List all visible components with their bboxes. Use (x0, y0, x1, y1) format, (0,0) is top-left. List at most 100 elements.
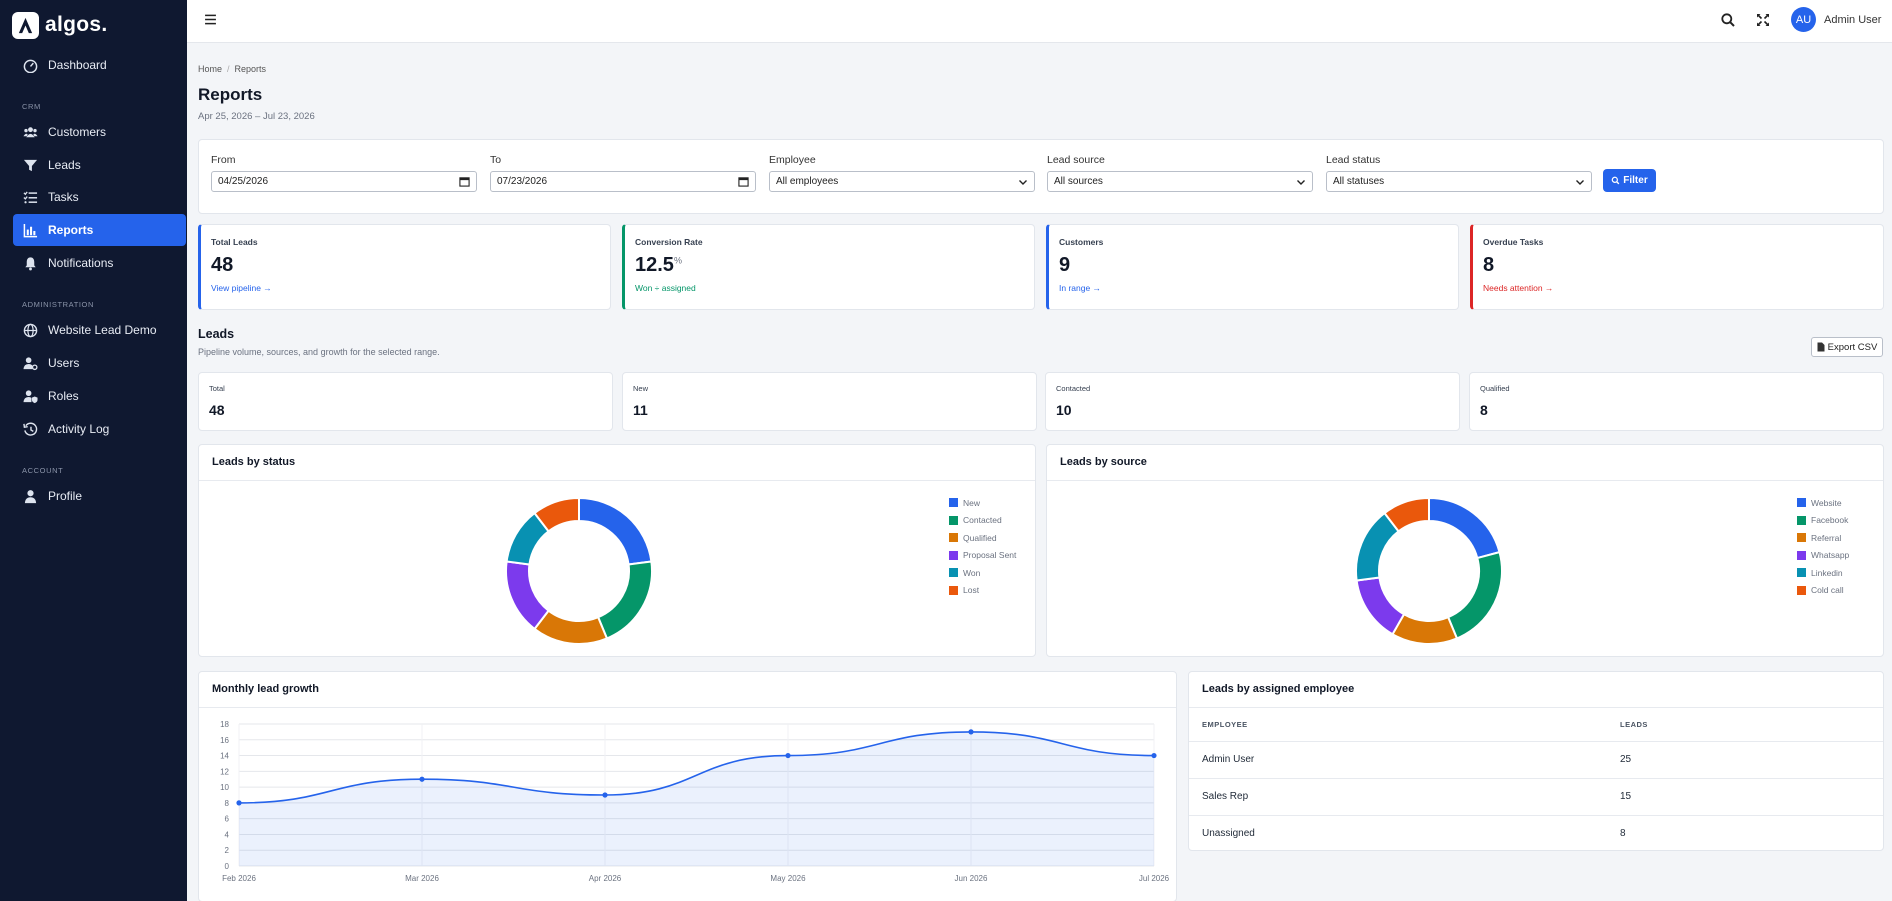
in-range-link[interactable]: In range → (1059, 283, 1102, 293)
legend-item[interactable]: Proposal Sent (949, 547, 1016, 565)
legend-item[interactable]: Whatsapp (1797, 547, 1849, 565)
chevron-down-icon (1019, 179, 1027, 185)
sidebar-item-notifications[interactable]: Notifications (13, 247, 186, 279)
user-name[interactable]: Admin User (1824, 14, 1882, 26)
legend-swatch (949, 550, 958, 560)
sidebar-section-administration: ADMINISTRATION (22, 300, 95, 309)
data-point[interactable] (236, 800, 242, 806)
brand-mark-icon (12, 11, 39, 39)
avatar[interactable]: AU (1791, 7, 1816, 32)
legend-item[interactable]: Cold call (1797, 582, 1849, 600)
legend-item[interactable]: Won (949, 564, 1016, 582)
legend-swatch (949, 568, 958, 578)
data-point[interactable] (602, 792, 608, 798)
view-pipeline-link[interactable]: View pipeline → (211, 283, 272, 293)
fullscreen-icon[interactable] (1755, 12, 1771, 28)
leads-by-source-chart (1355, 496, 1503, 645)
legend-label: New (963, 497, 981, 508)
sidebar-item-roles[interactable]: Roles (13, 380, 186, 412)
y-tick-label: 0 (225, 862, 230, 871)
export-csv-button[interactable]: Export CSV (1811, 337, 1883, 357)
legend-item[interactable]: Qualified (949, 529, 1016, 547)
status-filter: Lead status All statuses (1326, 154, 1592, 192)
legend-item[interactable]: New (949, 494, 1016, 512)
sidebar-item-label: Website Lead Demo (48, 323, 157, 337)
sidebar-section-account: ACCOUNT (22, 466, 64, 475)
status-label: Lead status (1326, 154, 1381, 166)
sidebar-item-leads[interactable]: Leads (13, 149, 186, 181)
leads-section-title: Leads (198, 327, 235, 341)
dashboard-icon (23, 59, 38, 73)
x-tick-label: Apr 2026 (589, 874, 622, 883)
sidebar-item-label: Notifications (48, 256, 114, 270)
x-tick-label: Mar 2026 (405, 874, 439, 883)
legend-item[interactable]: Contacted (949, 512, 1016, 530)
legend-label: Proposal Sent (963, 550, 1017, 561)
export-csv-label: Export CSV (1827, 341, 1878, 353)
filter-button[interactable]: Filter (1603, 169, 1656, 192)
from-label: From (211, 154, 236, 166)
legend-item[interactable]: Website (1797, 494, 1849, 512)
to-date-input[interactable]: 07/23/2026 (490, 171, 756, 192)
legend-label: Whatsapp (1811, 550, 1850, 561)
users-group-icon (23, 126, 38, 137)
kpi-value: 12.5% (635, 254, 1024, 277)
column-header-employee[interactable]: EMPLOYEE (1189, 708, 1607, 742)
sidebar-item-label: Leads (48, 158, 81, 172)
data-point[interactable] (419, 776, 425, 782)
kpi-value-unit: % (673, 255, 682, 266)
sidebar-item-users[interactable]: Users (13, 347, 186, 379)
menu-toggle-icon[interactable] (204, 13, 217, 26)
series-line (238, 731, 1155, 804)
calendar-icon (459, 177, 470, 187)
employee-select[interactable]: All employees (769, 171, 1035, 192)
legend-item[interactable]: Lost (949, 582, 1016, 600)
sidebar-item-website-lead-demo[interactable]: Website Lead Demo (13, 314, 186, 346)
donut-slice-new[interactable] (578, 496, 653, 566)
legend-item[interactable]: Linkedin (1797, 564, 1849, 582)
legend-item[interactable]: Referral (1797, 529, 1849, 547)
stat-value: 48 (209, 402, 225, 418)
sidebar-section-crm: CRM (22, 102, 41, 111)
kpi-value: 9 (1059, 254, 1071, 276)
employee-table: EMPLOYEE LEADS Admin User 25 Sales Rep 1… (1189, 708, 1883, 852)
leads-by-source-panel: Leads by source Website Facebook Referral W… (1046, 444, 1884, 657)
sidebar-item-customers[interactable]: Customers (13, 116, 186, 148)
donut-slice-website[interactable] (1428, 496, 1501, 560)
search-icon[interactable] (1720, 12, 1736, 28)
donut-slice-whatsapp[interactable] (1355, 576, 1406, 636)
donut-slice-facebook[interactable] (1446, 550, 1503, 640)
sidebar-item-tasks[interactable]: Tasks (13, 181, 186, 213)
stat-value: 8 (1480, 402, 1488, 418)
panel-title: Leads by status (199, 445, 1035, 481)
legend-label: Cold call (1811, 585, 1844, 596)
funnel-icon (23, 159, 38, 171)
legend-item[interactable]: Facebook (1797, 512, 1849, 530)
status-select[interactable]: All statuses (1326, 171, 1592, 192)
table-row: Sales Rep 15 (1189, 778, 1883, 816)
column-header-leads[interactable]: LEADS (1607, 708, 1883, 742)
sidebar-item-reports[interactable]: Reports (13, 214, 186, 246)
sidebar-item-dashboard[interactable]: Dashboard (13, 49, 186, 81)
data-point[interactable] (1151, 752, 1157, 759)
source-select[interactable]: All sources (1047, 171, 1313, 192)
brand-logo[interactable]: algos. (0, 0, 187, 50)
employee-filter: Employee All employees (769, 154, 1035, 192)
x-tick-label: Feb 2026 (222, 874, 256, 883)
data-point[interactable] (968, 729, 974, 735)
breadcrumb-home[interactable]: Home (198, 64, 223, 74)
donut-slice-contacted[interactable] (596, 560, 653, 640)
kpi-overdue-tasks: Overdue Tasks 8 Needs attention → (1470, 224, 1884, 310)
sidebar-item-activity-log[interactable]: Activity Log (13, 413, 186, 445)
sidebar-item-profile[interactable]: Profile (13, 480, 186, 512)
table-row: Admin User 25 (1189, 741, 1883, 779)
donut-slice-lost[interactable] (533, 496, 580, 533)
legend-swatch (1797, 515, 1806, 525)
from-date-input[interactable]: 04/25/2026 (211, 171, 477, 192)
employee-leads: 8 (1620, 828, 1626, 840)
donut-slice-proposal-sent[interactable] (505, 560, 550, 631)
data-point[interactable] (785, 752, 791, 759)
donut-slice-cold-call[interactable] (1383, 496, 1430, 533)
brand-name: algos. (45, 13, 108, 36)
needs-attention-link[interactable]: Needs attention → (1483, 283, 1554, 293)
